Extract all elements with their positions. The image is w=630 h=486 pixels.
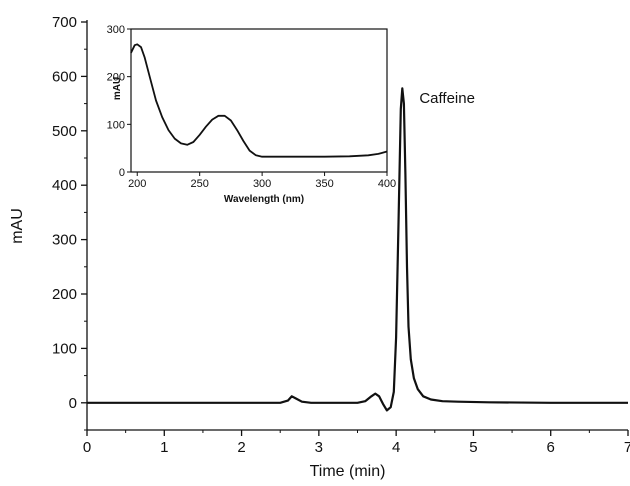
main-y-tick-label: 400 bbox=[52, 177, 77, 194]
main-chart: 0 100 200 300 400 500 600 700 0 1 2 3 4 5 6 7 Time (mi… bbox=[9, 14, 630, 480]
main-y-axis-ticks: 0 100 200 300 400 500 600 700 bbox=[52, 14, 87, 431]
main-y-tick-label: 600 bbox=[52, 68, 77, 85]
inset-frame bbox=[130, 28, 388, 173]
caffeine-peak-label: Caffeine bbox=[419, 90, 475, 107]
inset-uv-spectrum-chart: 0 100 200 300 200 250 300 350 400 Wavelength (n… bbox=[107, 24, 397, 205]
main-x-tick-label: 5 bbox=[469, 439, 477, 456]
main-x-tick-label: 1 bbox=[160, 439, 168, 456]
inset-uv-spectrum-trace bbox=[130, 43, 388, 158]
main-x-axis-title: Time (min) bbox=[310, 463, 386, 480]
main-y-axis-title: mAU bbox=[9, 208, 26, 244]
inset-y-axis-title: mAU bbox=[112, 77, 123, 100]
main-y-tick-label: 0 bbox=[69, 395, 77, 412]
inset-x-tick-label: 350 bbox=[315, 178, 333, 190]
main-x-axis-ticks: 0 1 2 3 4 5 6 7 bbox=[83, 430, 630, 456]
inset-y-tick-label: 300 bbox=[107, 24, 125, 36]
main-y-tick-label: 100 bbox=[52, 340, 77, 357]
inset-x-tick-label: 250 bbox=[191, 178, 209, 190]
main-x-tick-label: 0 bbox=[83, 439, 91, 456]
main-x-tick-label: 6 bbox=[547, 439, 555, 456]
inset-background bbox=[131, 29, 387, 172]
main-y-tick-label: 500 bbox=[52, 123, 77, 140]
main-x-tick-label: 2 bbox=[237, 439, 245, 456]
inset-x-axis-title: Wavelength (nm) bbox=[224, 194, 304, 205]
main-x-tick-label: 4 bbox=[392, 439, 400, 456]
inset-x-axis-ticks: 200 250 300 350 400 bbox=[128, 172, 396, 190]
main-x-tick-label: 3 bbox=[315, 439, 323, 456]
inset-y-axis-ticks: 0 100 200 300 bbox=[107, 24, 131, 179]
inset-x-tick-label: 200 bbox=[128, 178, 146, 190]
inset-y-tick-label: 0 bbox=[119, 167, 125, 179]
inset-x-tick-label: 400 bbox=[378, 178, 396, 190]
main-y-tick-label: 200 bbox=[52, 286, 77, 303]
main-x-tick-label: 7 bbox=[624, 439, 630, 456]
main-chromatogram-trace bbox=[87, 87, 628, 412]
main-y-tick-label: 700 bbox=[52, 14, 77, 31]
inset-x-tick-label: 300 bbox=[253, 178, 271, 190]
main-y-tick-label: 300 bbox=[52, 232, 77, 249]
inset-y-tick-label: 100 bbox=[107, 119, 125, 131]
inset-y-tick-label: 200 bbox=[107, 72, 125, 84]
